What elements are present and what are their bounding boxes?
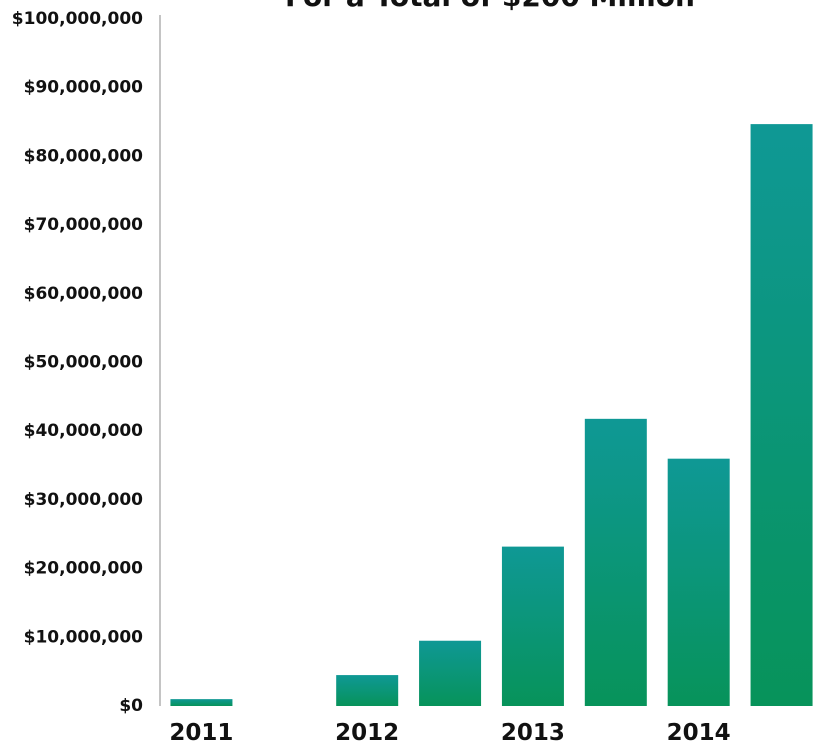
x-tick-label: 2013 (501, 720, 565, 746)
bar (170, 699, 233, 706)
x-tick-label: 2012 (335, 720, 399, 746)
bar (667, 458, 730, 706)
y-tick-label: $40,000,000 (24, 421, 144, 441)
y-tick-label: $70,000,000 (24, 215, 144, 235)
bars (170, 124, 813, 706)
y-tick-label: $90,000,000 (24, 78, 144, 98)
y-tick-label: $80,000,000 (24, 146, 144, 166)
y-tick-label: $30,000,000 (24, 490, 144, 510)
bar (750, 124, 813, 706)
y-tick-label: $100,000,000 (12, 9, 143, 29)
y-tick-label: $60,000,000 (24, 284, 144, 304)
chart-title: For a Total of $200 Million (285, 0, 695, 13)
bar (501, 546, 564, 706)
y-tick-label: $10,000,000 (24, 627, 144, 647)
y-tick-label: $0 (119, 696, 143, 716)
x-tick-label: 2014 (667, 720, 731, 746)
x-axis-tick-labels: 2011 2012 2013 2014 (169, 720, 730, 746)
y-tick-label: $50,000,000 (24, 353, 144, 373)
bar (584, 418, 647, 706)
bar (336, 675, 399, 706)
y-tick-label: $20,000,000 (24, 559, 144, 579)
y-axis-tick-labels: $0 $10,000,000 $20,000,000 $30,000,000 $40,0… (12, 9, 143, 716)
x-tick-label: 2011 (169, 720, 233, 746)
bar (419, 640, 482, 706)
